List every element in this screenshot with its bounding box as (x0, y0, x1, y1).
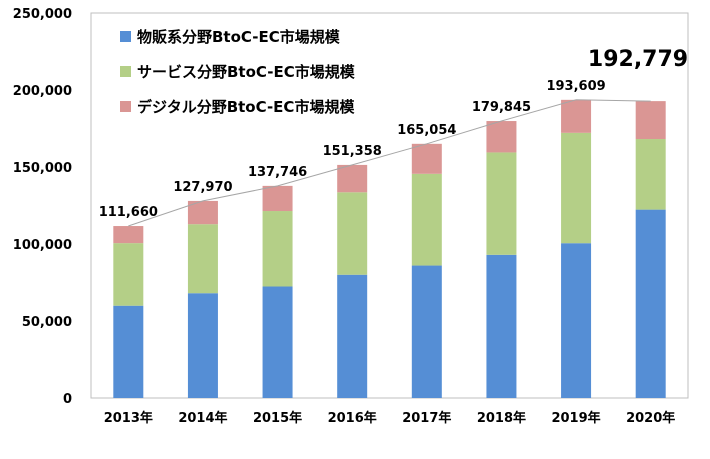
y-axis: 0 50,000 100,000 150,000 200,000 250,000 (13, 7, 72, 407)
bar-segment-series-2 (486, 152, 517, 255)
bar-segment-series-2 (635, 139, 666, 210)
x-tick-label: 2015年 (253, 410, 302, 426)
bar-segment-series-2 (337, 192, 368, 275)
total-label: 179,845 (472, 100, 531, 115)
x-tick-label: 2018年 (477, 410, 526, 426)
x-tick-label: 2017年 (402, 410, 451, 426)
bar-segment-series-3 (262, 185, 293, 212)
bar-segment-series-3 (486, 121, 517, 153)
bar-segment-series-1 (561, 243, 592, 398)
bars-group (113, 99, 666, 398)
bar-segment-series-3 (635, 101, 666, 140)
bar-segment-series-1 (337, 274, 368, 398)
bar-segment-series-2 (411, 173, 442, 266)
total-label: 193,609 (546, 79, 605, 94)
legend-swatch (120, 101, 131, 112)
x-tick-label: 2020年 (626, 410, 675, 426)
bar-segment-series-2 (187, 224, 218, 294)
total-label: 151,358 (323, 144, 382, 159)
bar-segment-series-1 (262, 286, 293, 398)
y-tick-label: 200,000 (13, 84, 72, 99)
x-tick-label: 2019年 (551, 410, 600, 426)
y-tick-label: 50,000 (22, 315, 72, 330)
bar-segment-series-3 (113, 226, 144, 244)
bar-segment-series-1 (486, 254, 517, 398)
y-tick-label: 150,000 (13, 161, 72, 176)
bar-segment-series-2 (561, 132, 592, 244)
bar-segment-series-1 (635, 209, 666, 398)
x-axis: 2013年 2014年 2015年 2016年 2017年 2018年 2019年 2020年 (104, 410, 676, 426)
legend: 物販系分野BtoC-EC市場規模サービス分野BtoC-EC市場規模デジタル分野B… (120, 28, 356, 116)
total-label: 127,970 (173, 180, 232, 195)
x-tick-label: 2013年 (104, 410, 153, 426)
legend-label: 物販系分野BtoC-EC市場規模 (137, 28, 341, 46)
x-tick-label: 2014年 (178, 410, 227, 426)
bar-segment-series-3 (187, 200, 218, 225)
x-tick-label: 2016年 (328, 410, 377, 426)
trend-line (128, 99, 651, 227)
total-labels: 111,660 127,970 137,746 151,358 165,054 179,8… (99, 47, 688, 220)
bar-segment-series-3 (411, 143, 442, 174)
total-label: 165,054 (397, 123, 456, 138)
total-label: 137,746 (248, 165, 307, 180)
bar-segment-series-3 (337, 164, 368, 193)
y-tick-label: 250,000 (13, 7, 72, 22)
legend-swatch (120, 66, 131, 77)
legend-label: サービス分野BtoC-EC市場規模 (137, 63, 356, 81)
bar-segment-series-1 (187, 293, 218, 398)
legend-swatch (120, 31, 131, 42)
y-tick-label: 100,000 (13, 238, 72, 253)
bar-segment-series-2 (113, 243, 144, 306)
total-label: 192,779 (588, 47, 688, 72)
legend-label: デジタル分野BtoC-EC市場規模 (137, 98, 355, 116)
trend-line-group (128, 99, 651, 227)
total-label: 111,660 (99, 205, 158, 220)
y-tick-label: 0 (63, 392, 72, 407)
bar-segment-series-2 (262, 211, 293, 287)
bar-segment-series-3 (561, 99, 592, 133)
bar-segment-series-1 (113, 305, 144, 398)
bar-segment-series-1 (411, 265, 442, 398)
